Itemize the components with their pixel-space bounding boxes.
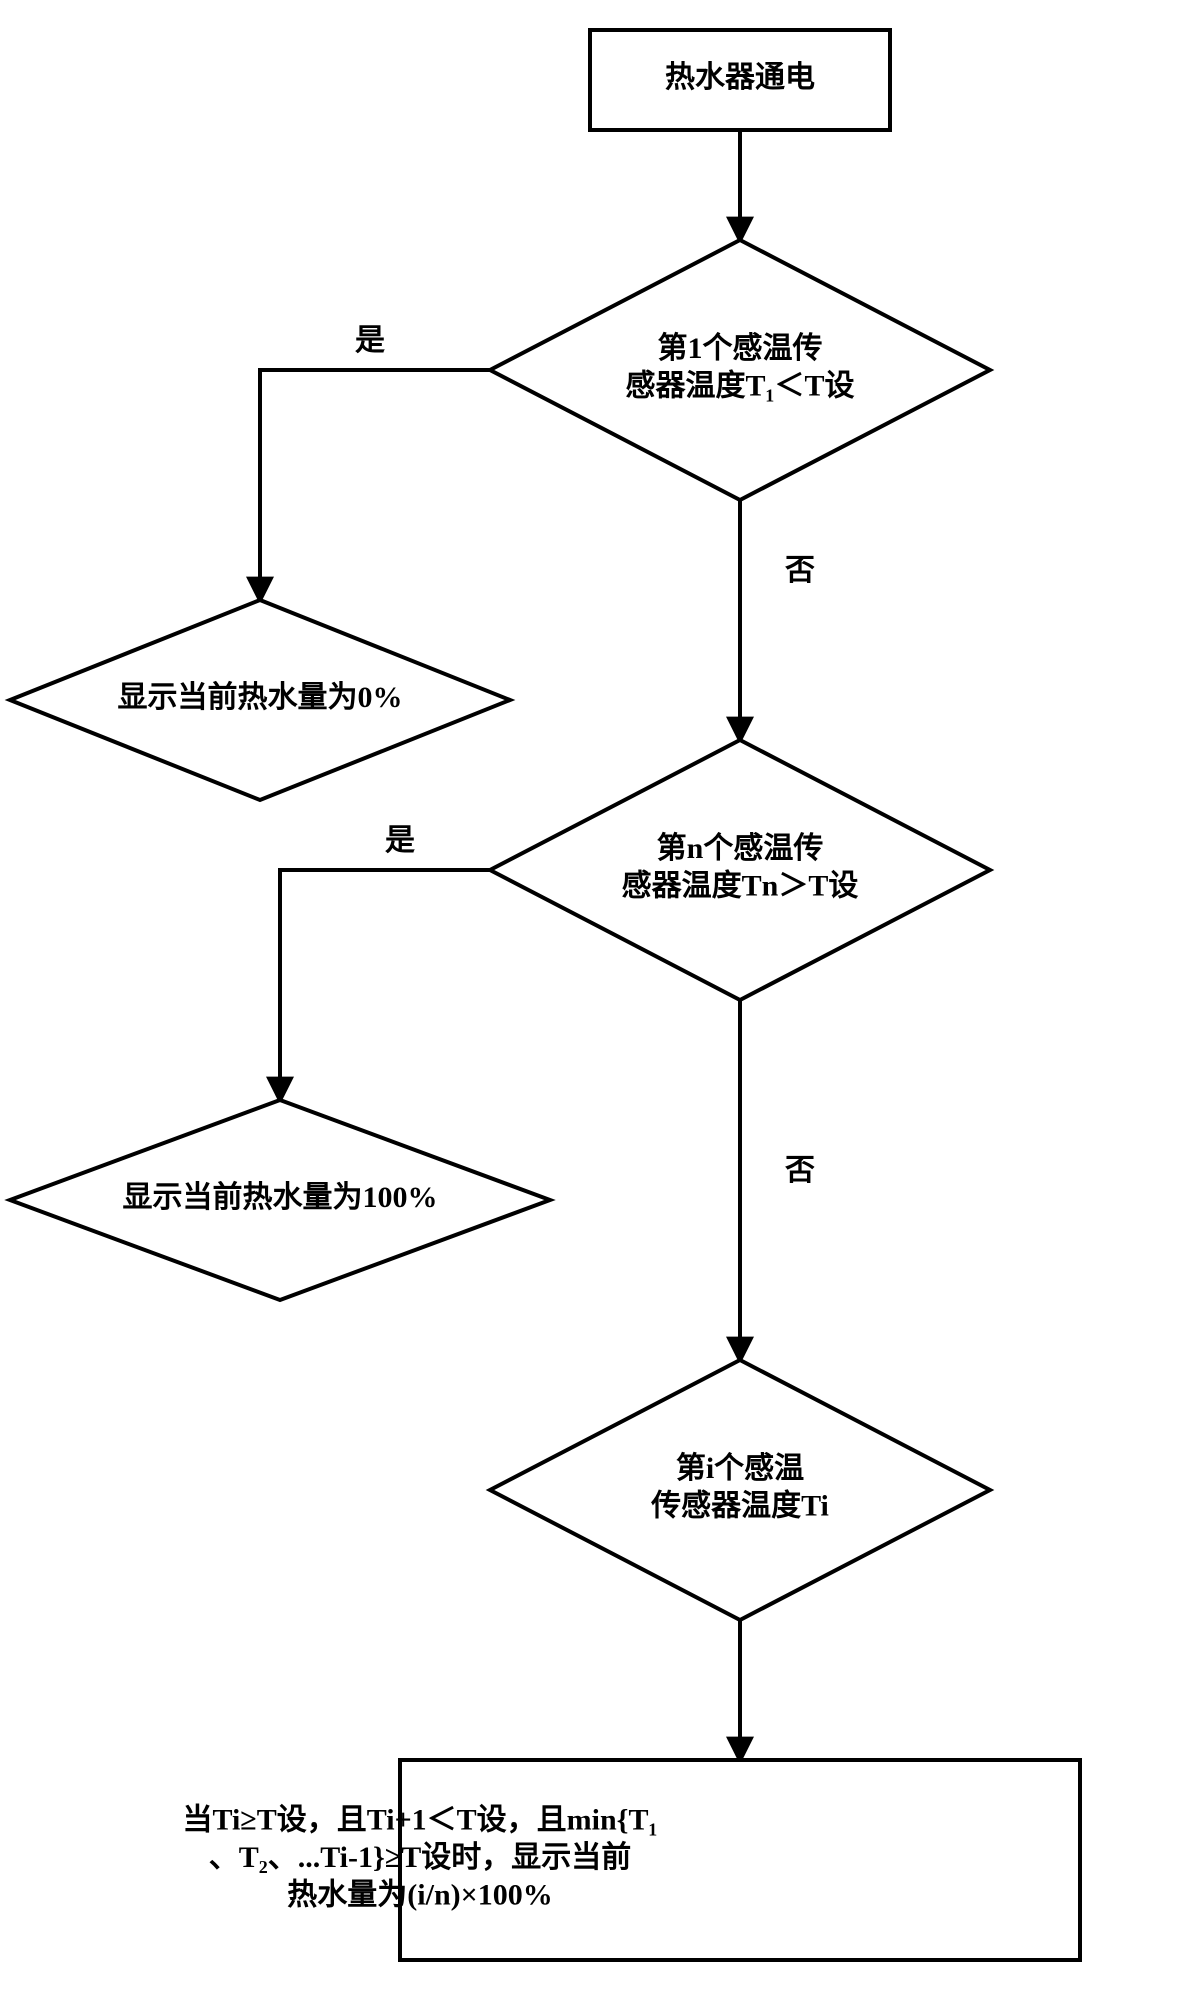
node-final-line-1: 、T₂、...Ti-1}≥T设时，显示当前 <box>209 1841 632 1874</box>
node-start-line-0: 热水器通电 <box>665 61 815 94</box>
nodes-layer: 热水器通电第1个感温传感器温度T₁＜T设显示当前热水量为0%第n个感温传感器温度… <box>10 30 1080 1960</box>
node-start: 热水器通电 <box>590 30 890 130</box>
node-d2: 第n个感温传感器温度Tn＞T设 <box>490 740 990 1000</box>
node-d3-line-1: 传感器温度Ti <box>650 1490 829 1523</box>
node-out2-line-0: 显示当前热水量为100% <box>123 1181 438 1214</box>
node-out2: 显示当前热水量为100% <box>10 1100 550 1300</box>
edge-d2-out2 <box>280 870 490 1100</box>
edge-label-d2-out2: 是 <box>385 824 415 857</box>
node-final: 当Ti≥T设，且Ti+1＜T设，且min{T₁ 、T₂、...Ti-1}≥T设时，… <box>182 1760 1080 1960</box>
node-d1-line-1: 感器温度T₁＜T设 <box>625 370 854 403</box>
edge-label-d1-d2: 否 <box>785 554 815 587</box>
node-d1: 第1个感温传感器温度T₁＜T设 <box>490 240 990 500</box>
edge-d1-out1 <box>260 370 490 600</box>
node-out1: 显示当前热水量为0% <box>10 600 510 800</box>
node-d2-line-0: 第n个感温传 <box>657 831 824 865</box>
node-d2-line-1: 感器温度Tn＞T设 <box>622 870 859 903</box>
node-d3-line-0: 第i个感温 <box>676 1451 804 1485</box>
edge-label-d2-d3: 否 <box>785 1154 815 1187</box>
node-d3: 第i个感温传感器温度Ti <box>490 1360 990 1620</box>
edge-label-d1-out1: 是 <box>355 324 385 357</box>
node-final-line-2: 热水量为(i/n)×100% <box>287 1878 552 1911</box>
node-d1-line-0: 第1个感温传 <box>658 331 823 365</box>
node-final-line-0: 当Ti≥T设，且Ti+1＜T设，且min{T₁ <box>182 1803 657 1836</box>
node-out1-line-0: 显示当前热水量为0% <box>118 681 403 714</box>
